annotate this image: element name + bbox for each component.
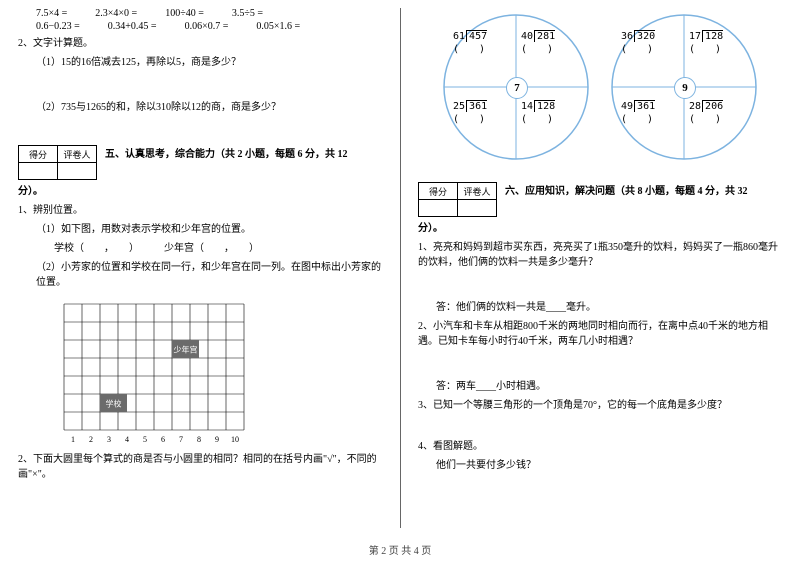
- q6-3: 3、已知一个等腰三角形的一个顶角是70°，它的每一个底角是多少度？: [418, 398, 782, 413]
- division-cell: 17128( ): [689, 30, 723, 56]
- svg-text:5: 5: [143, 435, 147, 444]
- q5-2: 2、下面大圆里每个算式的商是否与小圆里的相同？相同的在括号内画"√"，不同的画"…: [18, 452, 382, 482]
- section5-title: 五、认真思考，综合能力（共 2 小题，每题 6 分，共 12: [97, 145, 348, 180]
- circle-right: 9 36320( ) 17128( ) 49361( ) 28206( ): [609, 12, 759, 162]
- svg-text:1: 1: [71, 435, 75, 444]
- calc-row-1: 7.5×4 = 2.3×4×0 = 100÷40 = 3.5÷5 =: [18, 8, 382, 19]
- section6-title: 六、应用知识，解决问题（共 8 小题，每题 4 分，共 32: [497, 182, 748, 217]
- q6-2-ans: 答：两车____小时相遇。: [418, 379, 782, 394]
- grader-header: 评卷人: [58, 146, 97, 163]
- division-cell: 40281( ): [521, 30, 555, 56]
- left-column: 7.5×4 = 2.3×4×0 = 100÷40 = 3.5÷5 = 0.6−0…: [0, 0, 400, 540]
- calc-cell: 100÷40 =: [165, 8, 204, 19]
- page-footer: 第 2 页 共 4 页: [0, 540, 800, 557]
- grader-header: 评卷人: [458, 183, 497, 200]
- division-cell: 28206( ): [689, 100, 723, 126]
- grader-cell: [58, 163, 97, 180]
- score-cell: [419, 200, 458, 217]
- score-header: 得分: [19, 146, 58, 163]
- svg-text:3: 3: [107, 435, 111, 444]
- q5-1-title: 1、辨别位置。: [18, 203, 382, 218]
- svg-text:7: 7: [179, 435, 183, 444]
- column-divider: [400, 8, 401, 528]
- division-cell: 61457( ): [453, 30, 487, 56]
- grader-cell: [458, 200, 497, 217]
- right-column: 7 61457( ) 40281( ) 25361( ) 14128( ) 9 36320…: [400, 0, 800, 540]
- section6-tail: 分）。: [418, 221, 782, 236]
- calc-cell: 2.3×4×0 =: [95, 8, 137, 19]
- q6-1: 1、亮亮和妈妈到超市买东西，亮亮买了1瓶350毫升的饮料，妈妈买了一瓶860毫升…: [418, 240, 782, 270]
- svg-text:2: 2: [89, 435, 93, 444]
- q5-1-l1: （1）如下图，用数对表示学校和少年宫的位置。: [18, 222, 382, 237]
- score-box: 得分 评卷人 五、认真思考，综合能力（共 2 小题，每题 6 分，共 12: [18, 145, 382, 180]
- score-cell: [19, 163, 58, 180]
- grid-chart: 少年宫学校 1 2 3 4 5 6 7 8 9 10: [54, 296, 382, 448]
- circle-left: 7 61457( ) 40281( ) 25361( ) 14128( ): [441, 12, 591, 162]
- q6-2: 2、小汽车和卡车从相距800千米的两地同时相向而行，在离中点40千米的地方相遇。…: [418, 319, 782, 349]
- score-box-2: 得分 评卷人 六、应用知识，解决问题（共 8 小题，每题 4 分，共 32: [418, 182, 782, 217]
- calc-cell: 7.5×4 =: [36, 8, 67, 19]
- circle-center: 9: [674, 77, 696, 99]
- q6-1-ans: 答：他们俩的饮料一共是____毫升。: [418, 300, 782, 315]
- q6-4: 4、看图解题。: [418, 439, 782, 454]
- svg-text:少年宫: 少年宫: [174, 345, 198, 355]
- division-cell: 36320( ): [621, 30, 655, 56]
- svg-text:10: 10: [231, 435, 239, 444]
- division-cell: 14128( ): [521, 100, 555, 126]
- svg-text:4: 4: [125, 435, 129, 444]
- q2-sub1: （1）15的16倍减去125，再除以5，商是多少？: [18, 55, 382, 70]
- score-header: 得分: [419, 183, 458, 200]
- division-cell: 25361( ): [453, 100, 487, 126]
- calc-row-2: 0.6−0.23 = 0.34+0.45 = 0.06×0.7 = 0.05×1…: [18, 21, 382, 32]
- circle-center: 7: [506, 77, 528, 99]
- svg-text:9: 9: [215, 435, 219, 444]
- q5-1-l3: （2）小芳家的位置和学校在同一行，和少年宫在同一列。在图中标出小芳家的位置。: [18, 260, 382, 290]
- q6-4-sub: 他们一共要付多少钱？: [418, 458, 782, 473]
- q5-1-l2: 学校（ ， ） 少年宫（ ， ）: [18, 241, 382, 256]
- calc-cell: 0.05×1.6 =: [256, 21, 300, 32]
- calc-cell: 3.5÷5 =: [232, 8, 263, 19]
- calc-cell: 0.34+0.45 =: [108, 21, 157, 32]
- calc-cell: 0.06×0.7 =: [185, 21, 229, 32]
- division-cell: 49361( ): [621, 100, 655, 126]
- q2-sub2: （2）735与1265的和，除以310除以12的商，商是多少？: [18, 100, 382, 115]
- svg-text:8: 8: [197, 435, 201, 444]
- svg-text:学校: 学校: [106, 399, 122, 409]
- calc-cell: 0.6−0.23 =: [36, 21, 80, 32]
- section5-tail: 分）。: [18, 184, 382, 199]
- svg-text:6: 6: [161, 435, 165, 444]
- q2-title: 2、文字计算题。: [18, 36, 382, 51]
- circles-area: 7 61457( ) 40281( ) 25361( ) 14128( ) 9 36320…: [418, 12, 782, 162]
